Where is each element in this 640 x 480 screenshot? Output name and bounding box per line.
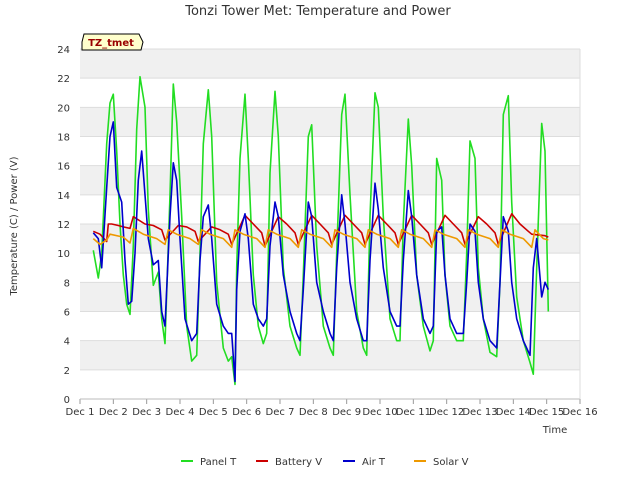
series-line-air-t xyxy=(92,121,550,383)
tag-label: TZ_tmet xyxy=(88,38,134,49)
y-tick-label: 0 xyxy=(64,395,70,406)
y-tick-label: 16 xyxy=(57,162,70,173)
legend-label-solar-v: Solar V xyxy=(433,457,469,468)
x-tick-label: Dec 5 xyxy=(199,407,228,418)
chart-title: Tonzi Tower Met: Temperature and Power xyxy=(184,4,451,19)
y-tick-label: 20 xyxy=(57,103,70,114)
x-axis-label: Time xyxy=(542,425,567,436)
y-tick-label: 14 xyxy=(57,191,70,202)
legend-label-air-t: Air T xyxy=(362,457,386,468)
x-tick-label: Dec 9 xyxy=(332,407,361,418)
y-tick-label: 22 xyxy=(57,74,70,85)
y-tick-label: 8 xyxy=(64,278,70,289)
y-tick-label: 4 xyxy=(64,337,70,348)
y-tick-label: 18 xyxy=(57,133,70,144)
legend: Panel T Battery V Air T Solar V xyxy=(181,457,469,468)
x-tick-label: Dec 15 xyxy=(529,407,564,418)
x-tick-label: Dec 1 xyxy=(66,407,95,418)
x-tick-label: Dec 2 xyxy=(99,407,128,418)
legend-label-panel-t: Panel T xyxy=(200,457,237,468)
x-tick-label: Dec 4 xyxy=(166,407,195,418)
x-tick-label: Dec 12 xyxy=(429,407,464,418)
y-tick-label: 24 xyxy=(57,45,70,56)
x-tick-label: Dec 16 xyxy=(562,407,597,418)
series-line-solar-v xyxy=(92,227,549,249)
x-axis: Dec 1 Dec 2 Dec 3 Dec 4 Dec 5 Dec 6 Dec 7 Dec 8… xyxy=(66,49,598,418)
x-tick-label: Dec 6 xyxy=(232,407,261,418)
x-tick-label: Dec 7 xyxy=(266,407,295,418)
plot-band xyxy=(80,282,580,312)
legend-label-battery-v: Battery V xyxy=(275,457,322,468)
x-tick-label: Dec 10 xyxy=(362,407,397,418)
y-tick-label: 2 xyxy=(64,366,70,377)
series-layer xyxy=(92,75,550,386)
y-tick-label: 10 xyxy=(57,249,70,260)
plot-band xyxy=(80,107,580,137)
y-axis-label: Temperature (C) / Power (V) xyxy=(9,156,20,296)
x-tick-label: Dec 14 xyxy=(496,407,531,418)
x-tick-label: Dec 3 xyxy=(132,407,161,418)
x-tick-label: Dec 11 xyxy=(396,407,431,418)
plot-band xyxy=(80,165,580,195)
x-tick-label: Dec 13 xyxy=(462,407,497,418)
y-tick-label: 6 xyxy=(64,308,70,319)
y-tick-label: 12 xyxy=(57,220,70,231)
x-tick-label: Dec 8 xyxy=(299,407,328,418)
plot-band xyxy=(80,340,580,370)
tag-box: TZ_tmet xyxy=(81,33,144,51)
plot-band xyxy=(80,49,580,79)
